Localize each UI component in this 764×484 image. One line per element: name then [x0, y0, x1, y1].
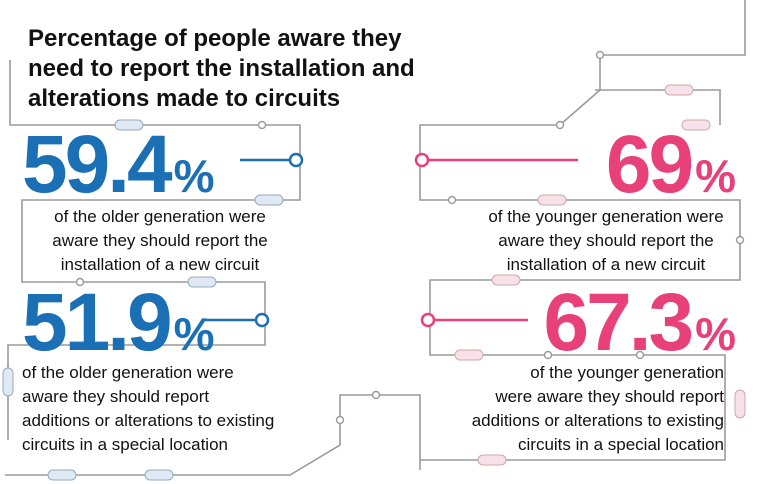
stat-number: 59.4 — [22, 119, 173, 210]
stat-description: of the younger generation were — [488, 207, 723, 226]
stat-value: 67.3% — [543, 277, 736, 368]
stat-value: 69% — [606, 119, 736, 210]
circuit-lines — [2, 0, 746, 481]
stat-description: circuits in a special location — [518, 435, 724, 454]
stat-description: additions or alterations to existing — [472, 411, 724, 430]
stat-value: 59.4% — [22, 119, 215, 210]
stat-description: of the younger generation — [530, 363, 724, 382]
stat-description: aware they should report the — [498, 231, 713, 250]
stat-value: 51.9% — [22, 277, 215, 368]
stat-unit: % — [174, 308, 215, 360]
stat-unit: % — [695, 308, 736, 360]
title-line: alterations made to circuits — [28, 85, 340, 112]
stat-description: installation of a new circuit — [61, 255, 260, 274]
stat-number: 67.3 — [543, 277, 691, 368]
stat-number: 69 — [606, 119, 692, 210]
stat-description: of the older generation were — [22, 363, 234, 382]
stat-description: circuits in a special location — [22, 435, 228, 454]
title-line: Percentage of people aware they — [28, 25, 402, 52]
stat-unit: % — [695, 150, 736, 202]
stat-number: 51.9 — [22, 277, 170, 368]
stat-description: additions or alterations to existing — [22, 411, 274, 430]
stat-description: aware they should report — [22, 387, 209, 406]
title-line: need to report the installation and — [28, 55, 415, 82]
title-bg — [20, 18, 490, 114]
stat-description: aware they should report the — [52, 231, 267, 250]
content: Percentage of people aware they need to r… — [22, 25, 736, 454]
stat-unit: % — [174, 150, 215, 202]
stat-description: were aware they should report — [494, 387, 724, 406]
connectors — [205, 152, 578, 328]
stat-description: installation of a new circuit — [507, 255, 706, 274]
stat-description: of the older generation were — [54, 207, 266, 226]
